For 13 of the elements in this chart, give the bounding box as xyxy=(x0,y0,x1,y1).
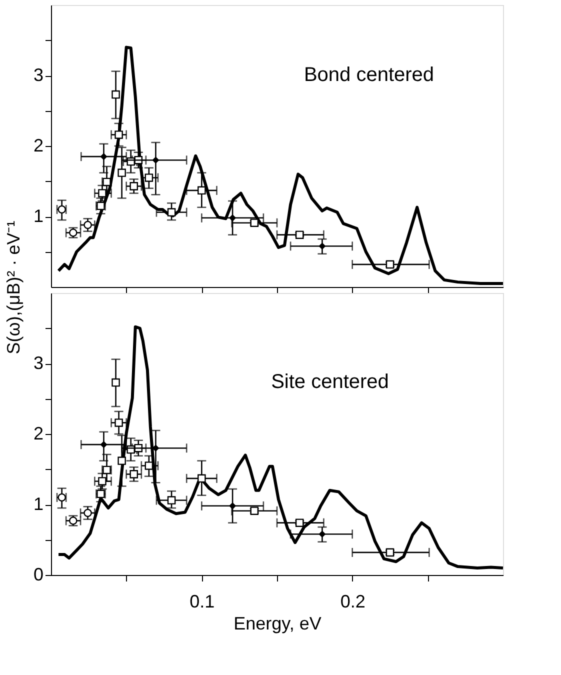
y-tick-label: 3 xyxy=(33,353,44,373)
x-axis-title: Energy, eV xyxy=(234,614,322,634)
x-tick-label: 0.1 xyxy=(190,592,215,612)
y-tick-label: 1 xyxy=(33,494,44,514)
y-tick-label: 2 xyxy=(33,424,44,444)
y-tick-label: 2 xyxy=(33,136,44,156)
y-axis-title: S(ω),(μB)² · eV⁻¹ xyxy=(3,220,24,354)
annotation: Bond centered xyxy=(304,64,434,86)
y-tick-label: 0 xyxy=(33,564,44,584)
y-tick-label: 3 xyxy=(33,65,44,85)
annotation: Site centered xyxy=(271,371,389,393)
y-tick-label: 1 xyxy=(33,206,44,226)
x-tick-label: 0.2 xyxy=(340,592,366,612)
